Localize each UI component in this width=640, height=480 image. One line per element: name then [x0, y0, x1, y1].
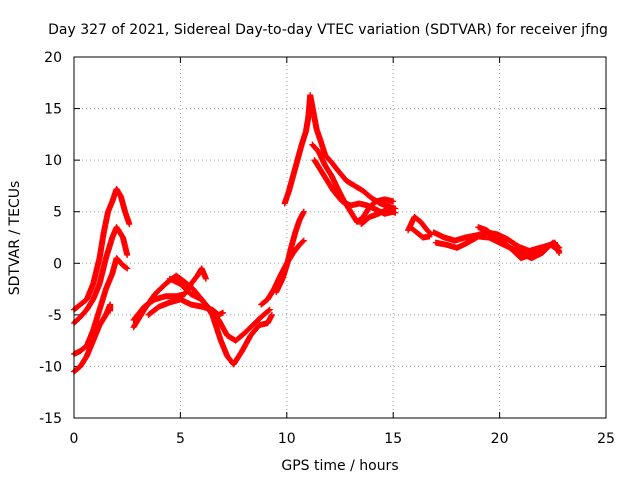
series-track-7 [145, 296, 226, 318]
data-point [202, 275, 209, 282]
series-track-2 [71, 255, 131, 358]
x-tick-label: 15 [384, 431, 402, 447]
data-point [107, 307, 114, 314]
data-points [71, 92, 563, 375]
data-point [266, 306, 273, 313]
chart-title: Day 327 of 2021, Sidereal Day-to-day VTE… [48, 22, 608, 38]
series-track-8 [166, 275, 275, 368]
data-point [124, 265, 131, 272]
y-tick-label: -5 [48, 308, 62, 324]
series-track-1 [71, 301, 114, 375]
series-track-4 [71, 186, 133, 313]
y-tick-label: 15 [44, 102, 62, 118]
data-point [300, 237, 307, 244]
data-point [299, 238, 306, 245]
data-point [219, 309, 226, 316]
series-track-10 [273, 208, 307, 296]
y-tick-label: 0 [53, 256, 62, 272]
grid-lines [74, 57, 606, 418]
y-axis-label: SDTVAR / TECUs [7, 181, 23, 296]
x-tick-label: 5 [176, 431, 185, 447]
x-tick-label: 0 [70, 431, 79, 447]
x-tick-label: 10 [278, 431, 296, 447]
plot-frame [73, 56, 607, 419]
data-point [426, 233, 433, 240]
y-tick-label: -15 [39, 411, 62, 427]
data-point [126, 221, 133, 228]
data-point [123, 264, 130, 271]
y-tick-label: 20 [44, 50, 62, 66]
series-track-11 [281, 92, 399, 212]
data-point [268, 311, 275, 318]
x-tick-label: 25 [597, 431, 615, 447]
data-point [265, 307, 272, 314]
data-point [390, 198, 397, 205]
data-point [124, 252, 131, 259]
y-tick-label: -10 [39, 359, 62, 375]
y-tick-label: 10 [44, 153, 62, 169]
x-tick-label: 20 [491, 431, 509, 447]
x-axis-label: GPS time / hours [281, 458, 398, 474]
series-track-16 [407, 224, 433, 241]
y-tick-label: 5 [53, 205, 62, 221]
series-track-19 [475, 224, 563, 262]
data-point [556, 249, 563, 256]
series-track-14 [358, 206, 399, 228]
data-point [300, 208, 307, 215]
data-point [392, 209, 399, 216]
